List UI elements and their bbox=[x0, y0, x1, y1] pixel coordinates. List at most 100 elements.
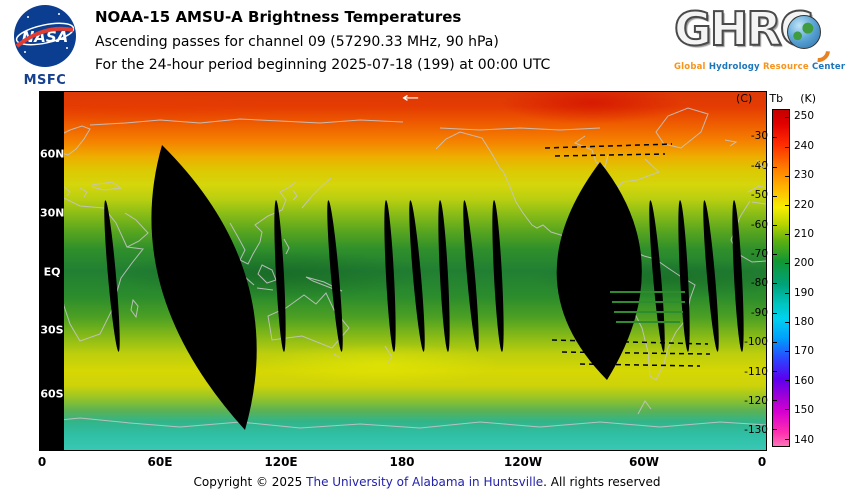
colorbar-label-c--100: -100 bbox=[744, 336, 768, 349]
copyright-prefix: Copyright © 2025 bbox=[193, 475, 307, 489]
colorbar-label-c--80: -80 bbox=[750, 277, 768, 290]
colorbar-tick bbox=[785, 351, 789, 353]
pass-gap bbox=[678, 200, 690, 352]
colorbar-label-k-230: 230 bbox=[794, 169, 815, 182]
colorbar-tick bbox=[773, 283, 777, 285]
ghrc-tagline-word: Global bbox=[674, 62, 709, 72]
lon-label-0: 0 bbox=[757, 455, 767, 469]
lon-label-0: 0 bbox=[37, 455, 47, 469]
lat-label-EQ: EQ bbox=[43, 265, 61, 279]
colorbar-tick bbox=[785, 380, 789, 382]
lat-label-30N: 30N bbox=[40, 206, 65, 220]
colorbar-tick bbox=[785, 117, 789, 119]
latitude-axis: 60N 30N EQ 30S 60S bbox=[40, 92, 65, 450]
colorbar-label-c--130: -130 bbox=[744, 424, 768, 437]
lon-label-60E: 60E bbox=[147, 455, 173, 469]
pass-gap bbox=[703, 200, 719, 352]
ghrc-tagline-word: Hydrology bbox=[708, 62, 763, 72]
colorbar-tick bbox=[773, 254, 777, 256]
brightness-temperature-map: 60N 30N EQ 30S 60S ← bbox=[39, 91, 767, 451]
colorbar-label-c--120: -120 bbox=[744, 395, 768, 407]
colorbar-tick bbox=[773, 224, 777, 226]
page-title: NOAA-15 AMSU-A Brightness Temperatures bbox=[95, 8, 462, 26]
pass-gap-large-right bbox=[556, 162, 642, 380]
colorbar-celsius-labels: -30 -40 -50 -60 -70 -80 -90 -100 -110 -120 -130 bbox=[698, 109, 768, 447]
colorbar-label-c--90: -90 bbox=[750, 306, 768, 319]
subtitle-channel: Ascending passes for channel 09 (57290.3… bbox=[95, 34, 499, 50]
nasa-logo: NASA MSFC bbox=[12, 4, 78, 88]
colorbar-label-k-150: 150 bbox=[794, 404, 815, 417]
lat-label-30S: 30S bbox=[40, 323, 64, 337]
colorbar-label-c--40: -40 bbox=[750, 159, 768, 172]
nasa-meatball-icon: NASA bbox=[14, 5, 76, 67]
colorbar-label-c--70: -70 bbox=[750, 248, 768, 261]
colorbar-label-c--50: -50 bbox=[750, 189, 768, 202]
lat-label-60N: 60N bbox=[40, 147, 65, 161]
ghrc-letters: GHR bbox=[673, 1, 783, 57]
colorbar-label-k-190: 190 bbox=[794, 286, 815, 299]
ghrc-tagline-word: Center bbox=[811, 62, 846, 72]
ghrc-logo: GHRC Global Hydrology Resource Center bbox=[673, 1, 850, 72]
copyright-suffix: . All rights reserved bbox=[543, 475, 661, 489]
colorbar-tick bbox=[785, 175, 789, 177]
colorbar-label-c--60: -60 bbox=[750, 218, 768, 231]
pass-gap bbox=[274, 200, 286, 352]
thin-pass-gaps bbox=[51, 200, 744, 352]
colorbar-unit-kelvin: (K) bbox=[800, 92, 816, 105]
colorbar-tick bbox=[773, 195, 777, 197]
colorbar bbox=[772, 109, 790, 447]
ghrc-tagline-word: Resource bbox=[762, 62, 812, 72]
colorbar-label-k-170: 170 bbox=[794, 345, 815, 358]
pass-gap bbox=[492, 200, 504, 352]
pass-gap bbox=[409, 200, 425, 352]
colorbar-tick bbox=[785, 292, 789, 294]
colorbar-label-k-240: 240 bbox=[794, 139, 815, 152]
globe-icon bbox=[786, 15, 821, 49]
colorbar-tick bbox=[773, 341, 777, 343]
colorbar-unit-celsius: (C) bbox=[736, 92, 753, 105]
ghrc-tagline: Global Hydrology Resource Center bbox=[674, 62, 850, 72]
colorbar-label-c--110: -110 bbox=[744, 365, 768, 378]
svg-text:NASA: NASA bbox=[22, 28, 69, 46]
colorbar-kelvin-labels: 250 240 230 220 210 200 190 180 170 160 150 140 bbox=[794, 109, 838, 447]
lat-label-60S: 60S bbox=[40, 387, 64, 401]
colorbar-tick bbox=[773, 429, 777, 431]
arrow-annotation: ← bbox=[402, 91, 420, 106]
pass-gap bbox=[384, 200, 396, 352]
title-block: NOAA-15 AMSU-A Brightness Temperatures A… bbox=[95, 8, 550, 80]
colorbar-tick bbox=[785, 146, 789, 148]
university-link[interactable]: The University of Alabama in Huntsville bbox=[306, 475, 544, 489]
header: NASA MSFC NOAA-15 AMSU-A Brightness Temp… bbox=[0, 0, 854, 90]
subtitle-period: For the 24-hour period beginning 2025-07… bbox=[95, 57, 551, 73]
colorbar-tick bbox=[773, 371, 777, 373]
colorbar-label-k-220: 220 bbox=[794, 198, 815, 211]
lon-label-60W: 60W bbox=[629, 455, 659, 469]
lon-label-120W: 120W bbox=[503, 455, 543, 469]
lon-label-180: 180 bbox=[389, 455, 415, 469]
colorbar-label-k-200: 200 bbox=[794, 257, 815, 270]
colorbar-tick bbox=[785, 263, 789, 265]
colorbar-tick bbox=[785, 409, 789, 411]
colorbar-tick bbox=[785, 234, 789, 236]
colorbar-quantity-label: Tb bbox=[769, 92, 784, 105]
scan-line-artifacts bbox=[544, 143, 711, 367]
pass-gap bbox=[104, 200, 120, 352]
colorbar-tick bbox=[773, 137, 777, 139]
colorbar-tick bbox=[773, 312, 777, 314]
colorbar-label-k-140: 140 bbox=[794, 433, 815, 446]
pass-gap-large-left bbox=[151, 145, 257, 430]
colorbar-tick bbox=[785, 321, 789, 323]
satellite-pass-gaps bbox=[51, 145, 744, 430]
pass-gap bbox=[732, 200, 744, 352]
lon-label-120E: 120E bbox=[264, 455, 298, 469]
colorbar-label-k-210: 210 bbox=[794, 227, 815, 240]
colorbar-tick bbox=[773, 400, 777, 402]
longitude-axis: 0 60E 120E 180 120W 60W 0 bbox=[37, 455, 767, 471]
pass-gap bbox=[649, 200, 665, 352]
colorbar-header: (C) Tb (K) bbox=[736, 92, 816, 105]
colorbar-label-k-250: 250 bbox=[794, 110, 815, 123]
colorbar-tick bbox=[785, 204, 789, 206]
copyright-footer: Copyright © 2025 The University of Alaba… bbox=[0, 475, 854, 489]
pass-gap bbox=[438, 200, 450, 352]
